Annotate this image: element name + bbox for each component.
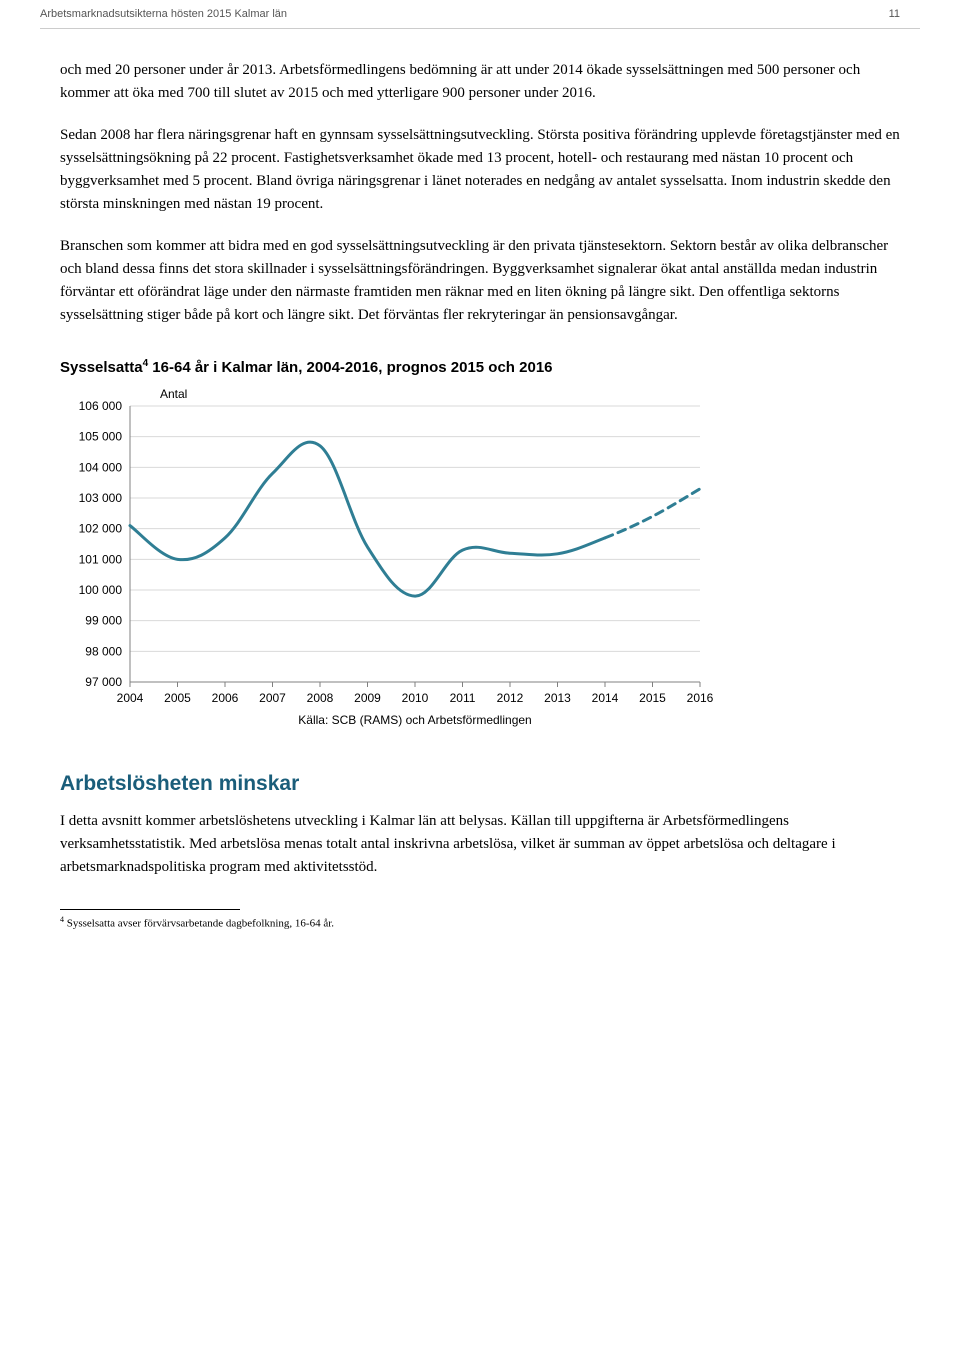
- paragraph-1: och med 20 personer under år 2013. Arbet…: [60, 59, 900, 106]
- section-heading: Arbetslösheten minskar: [60, 772, 900, 796]
- svg-text:102 000: 102 000: [79, 521, 123, 535]
- chart-title-post: 16-64 år i Kalmar län, 2004-2016, progno…: [148, 359, 552, 376]
- svg-text:2014: 2014: [592, 691, 619, 705]
- svg-text:2011: 2011: [450, 691, 476, 705]
- svg-text:105 000: 105 000: [79, 429, 123, 443]
- svg-text:2009: 2009: [354, 691, 381, 705]
- header-rule: [40, 28, 920, 29]
- svg-text:Antal: Antal: [160, 387, 187, 401]
- svg-text:106 000: 106 000: [79, 399, 123, 413]
- line-chart: 97 000 98 000 99 000 100 000 101 000 102 000 1…: [60, 382, 720, 742]
- footnote-text: Sysselsatta avser förvärvsarbetande dagb…: [64, 918, 334, 930]
- chart-title: Sysselsatta4 16-64 år i Kalmar län, 2004…: [60, 358, 900, 376]
- svg-text:2010: 2010: [402, 691, 429, 705]
- paragraph-2: Sedan 2008 har flera näringsgrenar haft …: [60, 124, 900, 217]
- svg-text:104 000: 104 000: [79, 460, 123, 474]
- chart-container: 97 000 98 000 99 000 100 000 101 000 102 000 1…: [60, 382, 900, 742]
- paragraph-3: Branschen som kommer att bidra med en go…: [60, 235, 900, 328]
- svg-text:103 000: 103 000: [79, 491, 123, 505]
- svg-text:2015: 2015: [639, 691, 666, 705]
- svg-text:2012: 2012: [497, 691, 524, 705]
- section-body: I detta avsnitt kommer arbetslöshetens u…: [60, 810, 900, 880]
- svg-text:2004: 2004: [117, 691, 144, 705]
- svg-text:2013: 2013: [544, 691, 571, 705]
- footnote: 4 Sysselsatta avser förvärvsarbetande da…: [60, 914, 900, 932]
- svg-text:2016: 2016: [687, 691, 714, 705]
- svg-text:100 000: 100 000: [79, 583, 123, 597]
- svg-text:2006: 2006: [212, 691, 239, 705]
- svg-text:Källa: SCB (RAMS) och Arbetsfö: Källa: SCB (RAMS) och Arbetsförmedlingen: [298, 713, 531, 727]
- svg-text:2005: 2005: [164, 691, 191, 705]
- page-content: och med 20 personer under år 2013. Arbet…: [0, 59, 960, 932]
- svg-text:101 000: 101 000: [79, 552, 123, 566]
- chart-title-pre: Sysselsatta: [60, 359, 143, 376]
- svg-text:99 000: 99 000: [85, 613, 122, 627]
- footnote-rule: [60, 909, 240, 910]
- svg-text:2007: 2007: [259, 691, 286, 705]
- svg-text:97 000: 97 000: [85, 675, 122, 689]
- svg-text:2008: 2008: [307, 691, 334, 705]
- svg-text:98 000: 98 000: [85, 644, 122, 658]
